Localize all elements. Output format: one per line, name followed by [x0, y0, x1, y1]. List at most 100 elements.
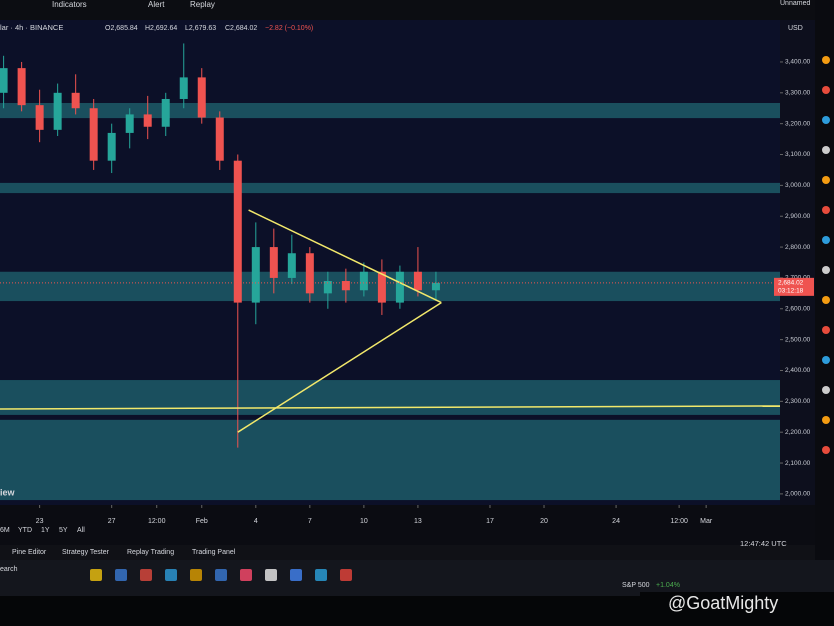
zone — [0, 271, 780, 302]
ohlc-value: O2,685.84 — [105, 25, 138, 32]
price-box — [774, 277, 814, 296]
x-tick-label: 23 — [36, 518, 44, 525]
watchlist-icon[interactable] — [822, 446, 830, 454]
x-tick-label: Feb — [196, 518, 208, 525]
current-price-label: 2,684.02 — [778, 280, 804, 287]
taskbar-icon[interactable] — [215, 569, 227, 581]
layout-name[interactable]: Unnamed — [780, 0, 810, 7]
ohlc-value: L2,679.63 — [185, 25, 216, 32]
tab[interactable]: Replay Trading — [127, 549, 174, 556]
candle-body — [287, 253, 296, 278]
top-toolbar — [0, 0, 834, 20]
watchlist-icon[interactable] — [822, 146, 830, 154]
candle-body — [431, 282, 440, 291]
candle-body — [323, 281, 332, 294]
candle-body — [125, 114, 134, 133]
x-tick-label: 7 — [308, 518, 312, 525]
watchlist-icon[interactable] — [822, 236, 830, 244]
watchlist-icon[interactable] — [822, 416, 830, 424]
candle-body — [161, 98, 170, 127]
toolbar-button[interactable]: Replay — [190, 0, 215, 9]
symbol: lar · 4h · BINANCE — [0, 23, 63, 32]
taskbar-icon[interactable] — [115, 569, 127, 581]
watchlist-icon[interactable] — [822, 386, 830, 394]
range-button[interactable]: 1Y — [41, 527, 50, 534]
y-tick-label: 3,100.00 — [785, 151, 811, 158]
candle-body — [359, 271, 368, 291]
zone — [0, 102, 780, 119]
currency[interactable]: USD — [788, 25, 803, 32]
time-axis — [0, 505, 815, 545]
taskbar-icon[interactable] — [265, 569, 277, 581]
y-tick-label: 2,800.00 — [785, 244, 811, 251]
y-tick-label: 2,200.00 — [785, 429, 811, 436]
toolbar-button[interactable]: Indicators — [52, 0, 87, 9]
taskbar-icon[interactable] — [290, 569, 302, 581]
watchlist-icon[interactable] — [822, 296, 830, 304]
watermark-bg — [640, 592, 834, 626]
candle-body — [251, 247, 260, 303]
taskbar-icon[interactable] — [140, 569, 152, 581]
countdown: 03:12:18 — [778, 288, 804, 295]
tab[interactable]: Pine Editor — [12, 549, 47, 556]
candle-body — [197, 77, 206, 118]
candle-body — [341, 281, 350, 291]
tab[interactable]: Trading Panel — [192, 549, 236, 556]
taskbar-icon[interactable] — [190, 569, 202, 581]
taskbar-icon[interactable] — [340, 569, 352, 581]
trendline — [248, 209, 442, 304]
range-button[interactable]: YTD — [18, 527, 32, 534]
range-button[interactable]: 6M — [0, 527, 10, 534]
taskbar — [0, 560, 834, 596]
watchlist-icon[interactable] — [822, 206, 830, 214]
watchlist-icon[interactable] — [822, 326, 830, 334]
price-axis — [780, 20, 815, 505]
watchlist-icon[interactable] — [822, 116, 830, 124]
ohlc-value: C2,684.02 — [225, 25, 257, 32]
candle-body — [17, 68, 26, 106]
corner-label: iew — [0, 487, 16, 497]
y-tick-label: 3,000.00 — [785, 182, 811, 189]
watchlist-icon[interactable] — [822, 356, 830, 364]
watermark: @GoatMighty — [668, 593, 778, 613]
watchlist-icon[interactable] — [822, 176, 830, 184]
y-tick-label: 2,500.00 — [785, 336, 811, 343]
candle-body — [377, 271, 386, 303]
x-tick-label: 24 — [612, 518, 620, 525]
ticker: S&P 500 — [622, 582, 650, 589]
x-tick-label: 17 — [486, 518, 494, 525]
ohlc-value: −2.82 (−0.10%) — [265, 25, 313, 32]
candle-body — [413, 271, 422, 291]
candle-body — [53, 92, 62, 130]
candle-body — [269, 247, 278, 278]
candle-body — [35, 105, 44, 130]
taskbar-icon[interactable] — [315, 569, 327, 581]
ticker-change: +1.04% — [656, 582, 680, 589]
tab[interactable]: Strategy Tester — [62, 549, 110, 556]
x-tick-label: 13 — [414, 518, 422, 525]
toolbar-button[interactable]: Alert — [148, 0, 165, 9]
range-button[interactable]: All — [77, 527, 85, 534]
candle-body — [71, 92, 80, 109]
watchlist-icon[interactable] — [822, 86, 830, 94]
candle-body — [0, 68, 8, 93]
zone — [0, 419, 780, 501]
clock: 12:47:42 UTC — [740, 539, 787, 548]
zone — [0, 182, 780, 194]
watchlist-icon[interactable] — [822, 266, 830, 274]
y-tick-label: 2,100.00 — [785, 460, 811, 467]
y-tick-label: 3,300.00 — [785, 90, 811, 97]
search-box[interactable]: earch — [0, 566, 18, 573]
taskbar-icon[interactable] — [165, 569, 177, 581]
range-button[interactable]: 5Y — [59, 527, 68, 534]
y-tick-label: 2,000.00 — [785, 491, 811, 498]
candle-body — [233, 160, 242, 303]
candle-body — [179, 77, 188, 99]
candle-body — [143, 114, 152, 127]
watchlist-icon[interactable] — [822, 56, 830, 64]
taskbar-icon[interactable] — [240, 569, 252, 581]
x-tick-label: 12:00 — [670, 518, 688, 525]
taskbar-icon[interactable] — [90, 569, 102, 581]
